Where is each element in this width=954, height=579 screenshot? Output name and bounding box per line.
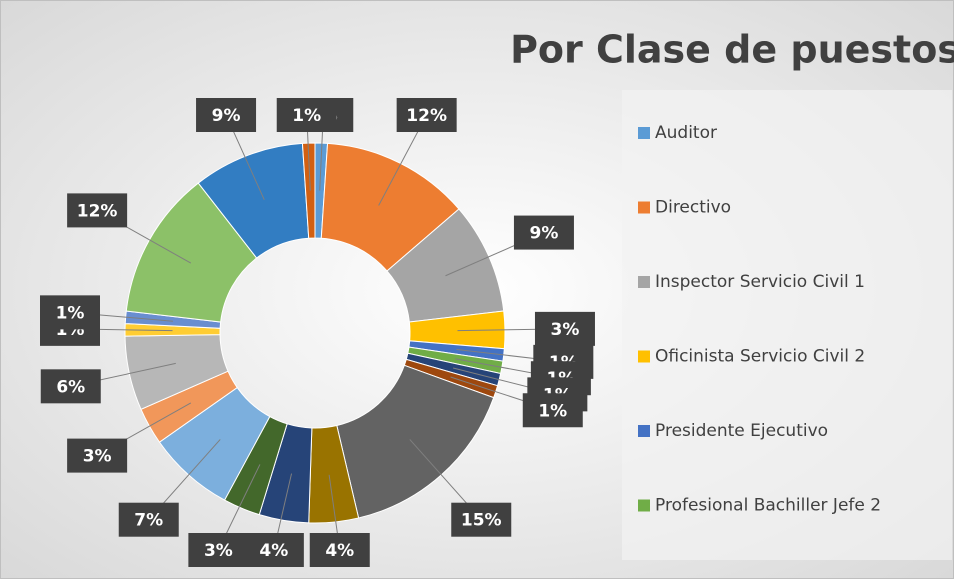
label-box [276,98,337,132]
data-label: 4% [325,541,354,561]
label-box [243,533,304,567]
data-label: 7% [134,511,163,531]
data-label: 3% [551,320,580,340]
data-label: 3% [204,541,233,561]
data-label: 4% [259,541,288,561]
label-box [40,369,101,404]
label-box [534,311,595,346]
chart-title: Por Clase de puestos [510,28,954,72]
label-box [309,533,370,567]
legend-swatch [638,425,650,437]
legend-swatch [638,127,650,139]
data-label: 9% [212,106,241,126]
data-label: 1% [538,401,567,421]
label-box [522,393,583,428]
label-box [67,193,128,228]
legend-swatch [638,350,650,363]
legend-label: Presidente Ejecutivo [655,421,828,441]
data-label: 12% [406,106,447,126]
label-box [118,502,179,537]
data-label: 6% [56,377,85,397]
data-label: 1% [56,303,85,323]
label-box [67,438,128,473]
legend-swatch [638,276,650,288]
data-label: 3% [83,447,112,467]
data-label: 12% [77,201,118,221]
legend-label: Inspector Servicio Civil 1 [655,272,865,292]
legend-label: Oficinista Servicio Civil 2 [655,347,865,367]
label-box [40,295,100,330]
legend-label: Auditor [655,123,717,143]
data-label: 9% [530,224,559,244]
legend-swatch [638,499,650,512]
donut-slice [336,364,495,519]
label-box [196,98,257,132]
data-label: 15% [461,511,502,531]
donut-slice [301,142,316,239]
label-box [188,533,249,567]
legend-box [622,90,952,560]
legend-label: Directivo [655,198,731,218]
label-box [396,98,457,132]
label-box [513,215,574,250]
data-label: 1% [292,106,321,126]
label-box [451,502,512,537]
legend-swatch [638,201,650,214]
legend-label: Profesional Bachiller Jefe 2 [655,496,881,516]
